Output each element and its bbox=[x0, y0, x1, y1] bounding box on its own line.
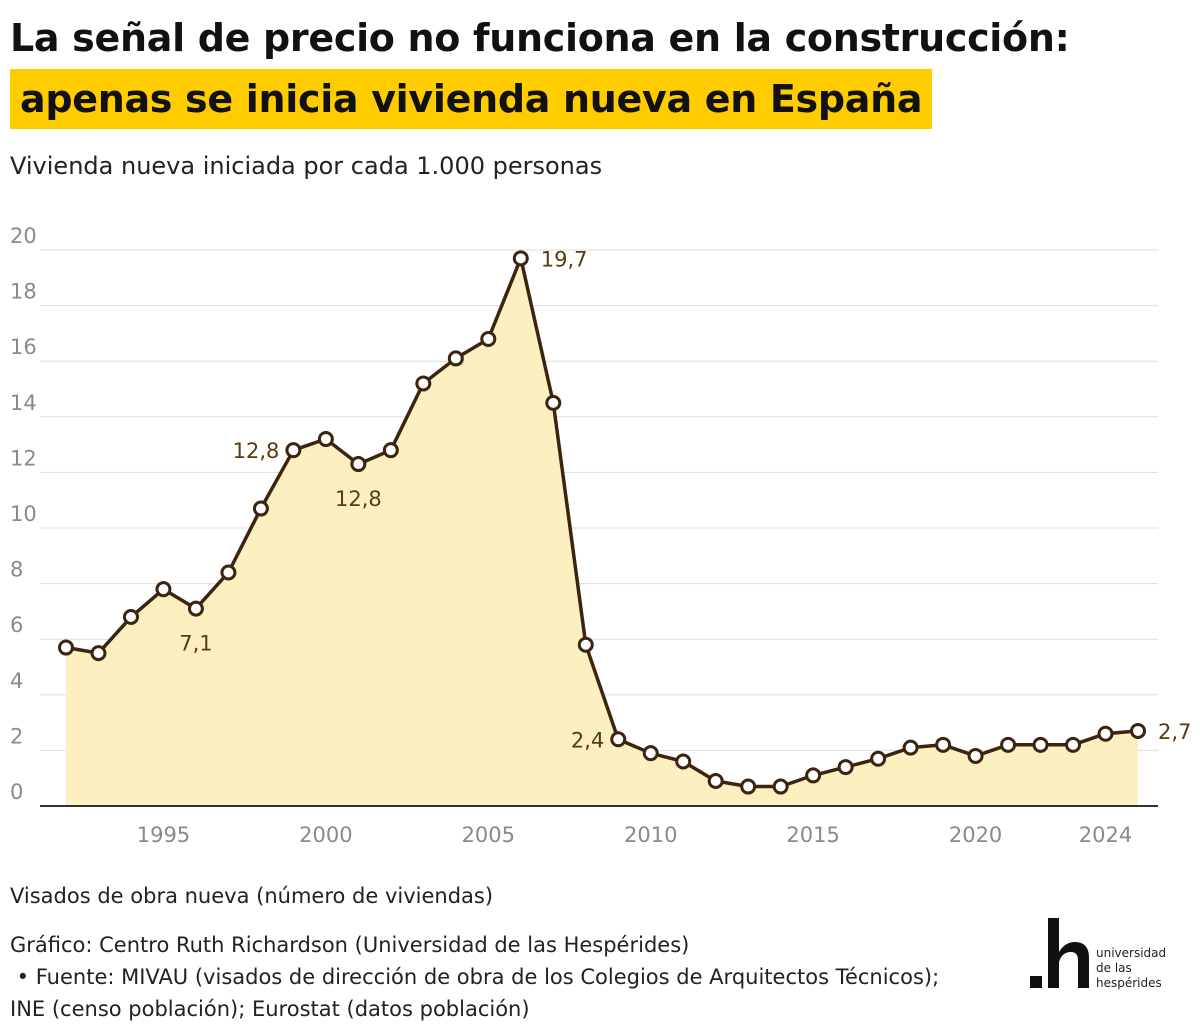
x-tick-label-1995: 1995 bbox=[137, 823, 190, 847]
line-area-chart: 0 2 4 6 8 10 12 14 16 18 20 1995 2000 2005 2010 2015 20… bbox=[10, 224, 1191, 847]
data-point-2021 bbox=[1000, 736, 1017, 753]
chart-title-line1: La señal de precio no funciona en la con… bbox=[10, 16, 1070, 60]
data-point-1997 bbox=[220, 564, 237, 581]
data-point-2011 bbox=[675, 753, 692, 770]
data-label-2001: 12,8 bbox=[335, 487, 382, 511]
data-point-2003 bbox=[415, 375, 432, 392]
data-point-1993 bbox=[90, 645, 107, 662]
data-point-1999 bbox=[285, 442, 302, 459]
x-tick-label-2010: 2010 bbox=[624, 823, 677, 847]
source-credits: Gráfico: Centro Ruth Richardson (Univers… bbox=[10, 929, 939, 1025]
data-point-2022 bbox=[1032, 736, 1049, 753]
data-point-2000 bbox=[317, 431, 334, 448]
data-point-2019 bbox=[935, 736, 952, 753]
y-tick-label-2: 2 bbox=[10, 724, 23, 748]
data-point-2013 bbox=[740, 778, 757, 795]
data-point-2009 bbox=[610, 731, 627, 748]
y-tick-label-0: 0 bbox=[10, 780, 23, 804]
y-tick-label-16: 16 bbox=[10, 335, 37, 359]
y-tick-label-14: 14 bbox=[10, 391, 37, 415]
data-label-1996: 7,1 bbox=[179, 632, 212, 656]
logo-text-line1: universidad bbox=[1096, 946, 1167, 960]
data-point-2024 bbox=[1097, 725, 1114, 742]
data-point-1996 bbox=[187, 600, 204, 617]
data-point-2008 bbox=[577, 636, 594, 653]
data-point-2010 bbox=[642, 745, 659, 762]
data-point-2016 bbox=[837, 759, 854, 776]
data-points bbox=[58, 250, 1146, 795]
x-tick-label-2015: 2015 bbox=[786, 823, 839, 847]
data-point-2018 bbox=[902, 739, 919, 756]
data-point-2006 bbox=[512, 250, 529, 267]
y-tick-label-6: 6 bbox=[10, 613, 23, 637]
data-labels: 7,1 12,8 12,8 19,7 2,4 2,7 bbox=[179, 247, 1191, 752]
data-point-2004 bbox=[447, 350, 464, 367]
data-point-2017 bbox=[870, 750, 887, 767]
data-label-2009: 2,4 bbox=[571, 728, 604, 752]
data-point-2002 bbox=[382, 442, 399, 459]
data-point-1992 bbox=[58, 639, 74, 656]
area-fill bbox=[66, 258, 1138, 806]
y-tick-label-8: 8 bbox=[10, 558, 23, 582]
data-point-1998 bbox=[252, 500, 269, 517]
data-point-2023 bbox=[1065, 736, 1082, 753]
y-tick-label-10: 10 bbox=[10, 502, 37, 526]
source-line-1: Gráfico: Centro Ruth Richardson (Univers… bbox=[10, 933, 690, 957]
y-tick-label-20: 20 bbox=[10, 224, 37, 248]
x-tick-label-2005: 2005 bbox=[462, 823, 515, 847]
data-point-2025 bbox=[1130, 722, 1146, 739]
data-point-2012 bbox=[707, 772, 724, 789]
data-point-1995 bbox=[155, 581, 172, 598]
data-point-2015 bbox=[805, 767, 822, 784]
series-line bbox=[65, 256, 1139, 789]
data-point-2005 bbox=[480, 330, 497, 347]
logo-text-line2: de las bbox=[1096, 961, 1132, 975]
logo-h-mark-icon bbox=[1030, 918, 1089, 988]
x-axis-ticks: 1995 2000 2005 2010 2015 2020 2024 bbox=[137, 823, 1133, 847]
logo-wordmark: universidad de las hespérides bbox=[1096, 946, 1166, 991]
y-tick-label-4: 4 bbox=[10, 669, 23, 693]
y-tick-label-12: 12 bbox=[10, 446, 37, 470]
data-label-2025: 2,7 bbox=[1158, 720, 1191, 744]
chart-title-line2-highlight: apenas se inicia vivienda nueva en Españ… bbox=[10, 69, 933, 129]
data-point-2020 bbox=[967, 747, 984, 764]
x-tick-label-2024: 2024 bbox=[1079, 823, 1132, 847]
y-tick-label-18: 18 bbox=[10, 280, 37, 304]
data-point-2001 bbox=[350, 456, 367, 473]
logo-text-line3: hespérides bbox=[1096, 976, 1162, 990]
footnote: Visados de obra nueva (número de viviend… bbox=[10, 884, 494, 908]
x-tick-label-2000: 2000 bbox=[299, 823, 352, 847]
source-line-3: INE (censo población); Eurostat (datos p… bbox=[10, 997, 530, 1021]
y-axis-ticks: 0 2 4 6 8 10 12 14 16 18 20 bbox=[10, 224, 37, 804]
data-point-1994 bbox=[122, 608, 139, 625]
data-label-2006: 19,7 bbox=[541, 247, 588, 271]
data-label-1999: 12,8 bbox=[233, 439, 280, 463]
x-tick-label-2020: 2020 bbox=[949, 823, 1002, 847]
data-point-2014 bbox=[772, 778, 789, 795]
data-point-2007 bbox=[545, 394, 562, 411]
university-logo: universidad de las hespérides bbox=[1026, 918, 1196, 996]
source-line-2: • Fuente: MIVAU (visados de dirección de… bbox=[10, 965, 940, 989]
chart-subtitle: Vivienda nueva iniciada por cada 1.000 p… bbox=[10, 152, 603, 180]
